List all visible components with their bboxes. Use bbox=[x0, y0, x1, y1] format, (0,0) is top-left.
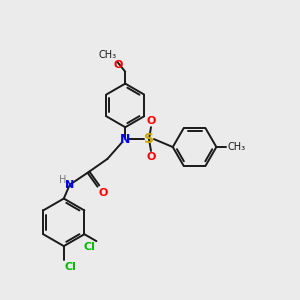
Text: S: S bbox=[144, 132, 154, 146]
Text: O: O bbox=[146, 116, 156, 126]
Text: Cl: Cl bbox=[83, 242, 95, 252]
Text: N: N bbox=[120, 133, 130, 146]
Text: Cl: Cl bbox=[65, 262, 77, 272]
Text: H: H bbox=[59, 175, 67, 185]
Text: O: O bbox=[114, 60, 123, 70]
Text: CH₃: CH₃ bbox=[227, 142, 245, 152]
Text: N: N bbox=[65, 180, 74, 190]
Text: CH₃: CH₃ bbox=[98, 50, 116, 60]
Text: O: O bbox=[146, 152, 156, 162]
Text: O: O bbox=[98, 188, 108, 198]
